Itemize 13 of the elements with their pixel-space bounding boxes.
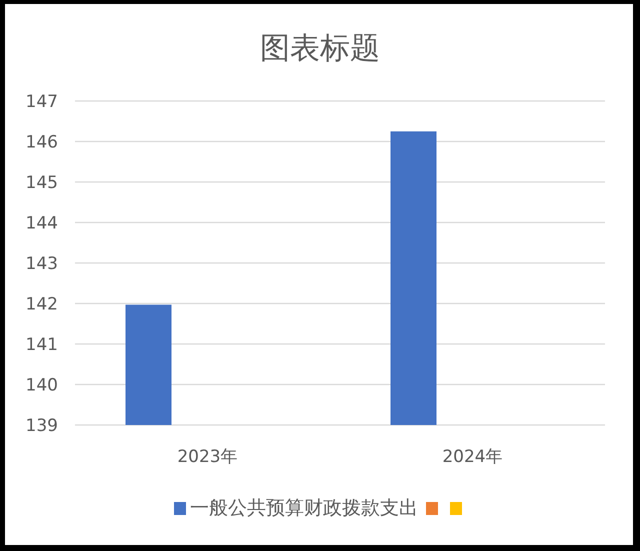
- y-tick-label: 145: [26, 173, 58, 193]
- legend-label: 一般公共预算财政拨款支出: [190, 497, 418, 519]
- chart-title: 图表标题: [260, 31, 380, 66]
- y-tick-label: 142: [26, 294, 58, 314]
- y-tick-label: 140: [26, 376, 58, 396]
- y-tick-label: 144: [26, 214, 58, 234]
- y-tick-label: 147: [26, 92, 58, 112]
- y-tick-label: 141: [26, 335, 58, 355]
- y-tick-label: 143: [26, 254, 58, 274]
- y-tick-label: 146: [26, 132, 58, 152]
- x-tick-label: 2023年: [177, 447, 238, 467]
- x-tick-label: 2024年: [442, 447, 503, 467]
- y-tick-label: 139: [26, 416, 58, 436]
